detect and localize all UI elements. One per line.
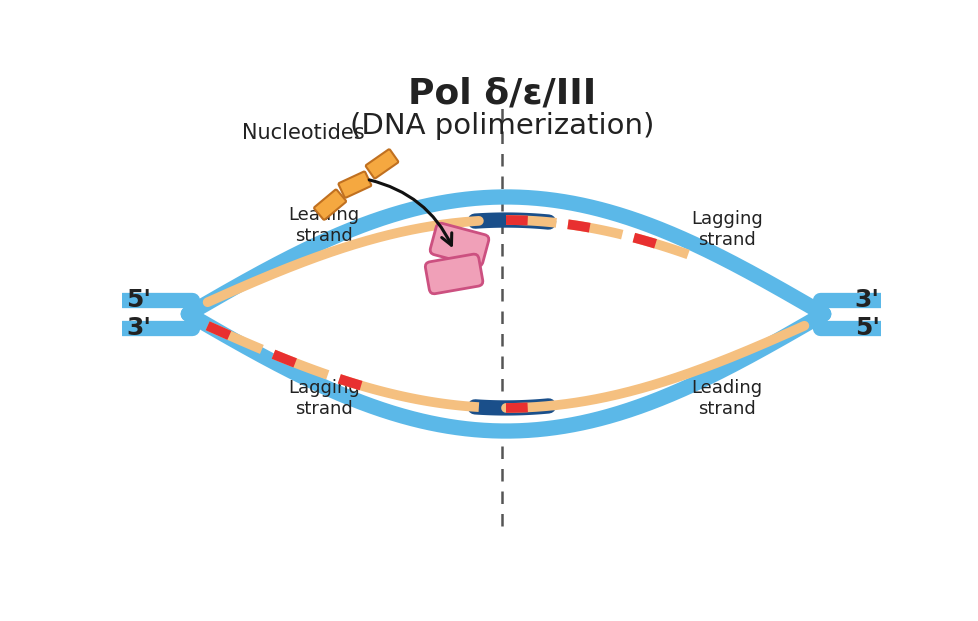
Text: Leading
strand: Leading strand bbox=[288, 206, 359, 245]
Text: 5': 5' bbox=[854, 316, 879, 340]
Text: Lagging
strand: Lagging strand bbox=[288, 379, 359, 418]
FancyBboxPatch shape bbox=[314, 189, 345, 220]
Text: Lagging
strand: Lagging strand bbox=[690, 210, 762, 248]
Text: 3': 3' bbox=[126, 316, 151, 340]
FancyBboxPatch shape bbox=[429, 223, 488, 266]
FancyBboxPatch shape bbox=[338, 171, 371, 197]
FancyBboxPatch shape bbox=[424, 254, 482, 294]
Text: (DNA polimerization): (DNA polimerization) bbox=[349, 112, 653, 140]
Text: 3': 3' bbox=[854, 288, 879, 312]
Text: 5': 5' bbox=[126, 288, 151, 312]
Text: Leading
strand: Leading strand bbox=[690, 379, 762, 418]
FancyBboxPatch shape bbox=[366, 149, 398, 178]
Text: Pol δ/ε/III: Pol δ/ε/III bbox=[408, 77, 596, 111]
Text: Nucleotides: Nucleotides bbox=[243, 123, 365, 143]
